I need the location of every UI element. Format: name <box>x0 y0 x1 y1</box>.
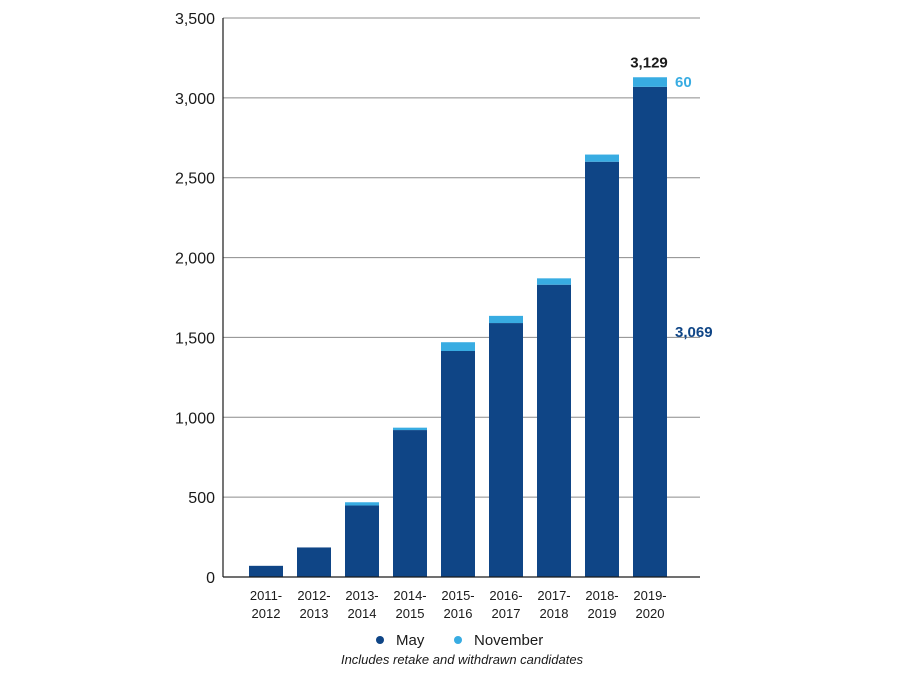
y-axis-ticks: 0 500 1,000 1,500 2,000 2,500 3,000 3,500 <box>175 11 215 587</box>
y-tick-label: 3,500 <box>175 11 215 28</box>
bar-november-7 <box>537 278 571 285</box>
x-tick-label: 2018-2019 <box>585 588 618 621</box>
x-tick-label: 2013-2014 <box>345 588 378 621</box>
bar-may-4 <box>393 430 427 577</box>
bar-may-7 <box>537 284 571 577</box>
bar-may-2 <box>297 547 331 577</box>
gridlines <box>223 17 700 498</box>
bar-november-8 <box>585 154 619 162</box>
y-tick-label: 2,500 <box>175 171 215 188</box>
x-tick-label: 2011-2012 <box>250 588 282 621</box>
bar-may-1 <box>249 565 283 577</box>
y-tick-label: 500 <box>188 490 215 507</box>
bar-may-3 <box>345 505 379 577</box>
may-annotation: 3,069 <box>675 324 713 341</box>
legend: May November <box>376 632 543 649</box>
bar-may-9 <box>633 86 667 578</box>
x-tick-label: 2014-2015 <box>393 588 426 621</box>
bar-november-6 <box>489 315 523 324</box>
legend-november-marker <box>454 636 462 644</box>
x-axis-ticks: 2011-2012 2012-2013 2013-2014 2014-2015 2015… <box>250 588 667 621</box>
x-tick-label: 2015-2016 <box>441 588 474 621</box>
bar-november-4 <box>393 427 427 431</box>
bar-may-5 <box>441 351 475 577</box>
november-annotation: 60 <box>675 74 692 91</box>
x-tick-label: 2017-2018 <box>537 588 570 621</box>
legend-may-label: May <box>396 632 425 649</box>
x-tick-label: 2012-2013 <box>297 588 330 621</box>
bar-may-6 <box>489 323 523 577</box>
chart-footnote: Includes retake and withdrawn candidates <box>341 652 584 667</box>
y-tick-label: 0 <box>206 570 215 587</box>
bar-may-8 <box>585 161 619 577</box>
bar-november-3 <box>345 502 379 506</box>
y-tick-label: 2,000 <box>175 251 215 268</box>
x-tick-label: 2016-2017 <box>489 588 522 621</box>
y-tick-label: 3,000 <box>175 91 215 108</box>
y-tick-label: 1,500 <box>175 330 215 347</box>
y-tick-label: 1,000 <box>175 410 215 427</box>
bar-november-5 <box>441 342 475 352</box>
bars <box>249 77 667 578</box>
total-annotation: 3,129 <box>630 54 668 71</box>
legend-november-label: November <box>474 632 543 649</box>
x-tick-label: 2019-2020 <box>633 588 666 621</box>
bar-november-9 <box>633 77 667 87</box>
legend-may-marker <box>376 636 384 644</box>
